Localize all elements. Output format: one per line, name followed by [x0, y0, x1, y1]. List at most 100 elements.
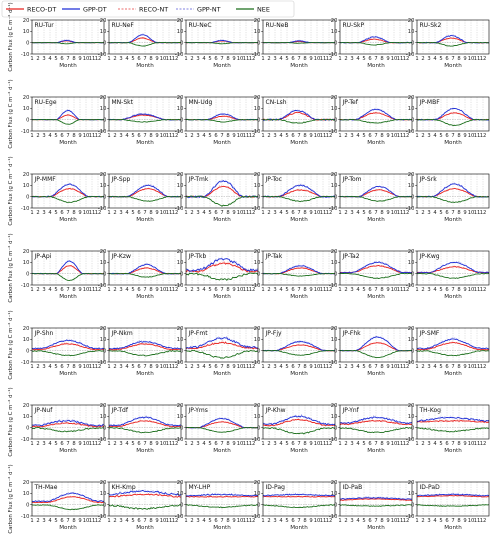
x-tick-label: 12 — [480, 210, 487, 216]
x-tick-label: 10 — [160, 210, 167, 216]
x-tick-label: 1 — [184, 210, 187, 216]
x-tick-label: 1 — [184, 287, 187, 293]
x-tick-label: 5 — [285, 210, 288, 216]
y-tick-label: 10 — [331, 183, 338, 189]
x-axis-label: Month — [444, 448, 462, 454]
x-tick-label: 12 — [326, 56, 333, 62]
y-tick-label: 0 — [411, 40, 414, 46]
series-gpp-dt — [108, 489, 182, 496]
x-tick-label: 5 — [54, 133, 57, 139]
x-tick-label: 5 — [54, 364, 57, 370]
x-tick-label: 1 — [261, 210, 264, 216]
y-tick-label: 10 — [254, 337, 261, 343]
x-tick-label: 6 — [60, 210, 63, 216]
x-tick-label: 11 — [397, 133, 404, 139]
x-tick-label: 6 — [137, 133, 140, 139]
series-reco-dt — [185, 495, 259, 498]
x-tick-label: 8 — [380, 364, 383, 370]
y-tick-label: 0 — [257, 348, 260, 354]
x-tick-label: 3 — [42, 210, 45, 216]
x-tick-label: 3 — [350, 133, 353, 139]
x-tick-label: 9 — [78, 364, 81, 370]
x-tick-label: 8 — [380, 441, 383, 447]
x-tick-label: 11 — [243, 441, 250, 447]
y-tick-label: 20 — [408, 172, 415, 178]
x-tick-label: 9 — [309, 518, 312, 524]
x-tick-label: 11 — [320, 364, 327, 370]
x-tick-label: 8 — [149, 210, 152, 216]
x-tick-label: 5 — [285, 133, 288, 139]
x-tick-label: 2 — [113, 287, 116, 293]
panel-frame — [416, 250, 490, 286]
x-tick-label: 11 — [243, 364, 250, 370]
series-nee — [416, 427, 490, 433]
x-tick-label: 4 — [125, 441, 129, 447]
x-tick-label: 3 — [42, 441, 45, 447]
y-tick-label: 10 — [408, 260, 415, 266]
x-axis-label: Month — [444, 140, 462, 146]
x-axis-label: Month — [213, 448, 231, 454]
x-tick-label: 3 — [196, 133, 199, 139]
x-tick-label: 2 — [190, 210, 193, 216]
x-tick-label: 5 — [362, 133, 365, 139]
series-nee — [31, 42, 104, 45]
series-nee — [262, 195, 336, 203]
site-label: JP-Shn — [34, 330, 54, 337]
y-tick-label: 20 — [100, 480, 107, 486]
x-tick-label: 5 — [208, 287, 211, 293]
x-tick-label: 12 — [172, 133, 179, 139]
x-tick-label: 8 — [303, 441, 306, 447]
x-tick-label: 9 — [78, 133, 81, 139]
x-tick-label: 3 — [119, 210, 122, 216]
x-tick-label: 9 — [463, 441, 466, 447]
y-tick-label: -10 — [175, 283, 183, 289]
x-tick-label: 3 — [196, 518, 199, 524]
y-axis-label: Carbon Flux (g C m⁻² d⁻¹) — [7, 464, 14, 533]
x-tick-label: 10 — [314, 518, 321, 524]
x-tick-label: 5 — [439, 210, 442, 216]
y-tick-label: 0 — [334, 40, 337, 46]
series-reco-dt — [416, 494, 490, 498]
y-tick-label: 0 — [26, 271, 29, 277]
x-tick-label: 11 — [397, 287, 404, 293]
x-tick-label: 6 — [291, 133, 294, 139]
y-tick-label: 20 — [254, 18, 261, 24]
site-label: JP-Tkb — [188, 253, 207, 260]
y-tick-label: 0 — [26, 502, 29, 508]
x-tick-label: 9 — [232, 518, 235, 524]
y-tick-label: 20 — [254, 249, 261, 255]
x-tick-label: 2 — [421, 133, 424, 139]
y-tick-label: 10 — [100, 491, 107, 497]
y-tick-label: -10 — [252, 129, 260, 135]
x-tick-label: 10 — [237, 210, 244, 216]
y-tick-label: -10 — [406, 52, 414, 58]
x-tick-label: 8 — [226, 133, 229, 139]
x-tick-label: 10 — [468, 287, 475, 293]
y-tick-label: -10 — [98, 52, 106, 58]
x-tick-label: 2 — [36, 133, 39, 139]
x-tick-label: 11 — [474, 210, 481, 216]
x-tick-label: 1 — [107, 441, 110, 447]
x-tick-label: 12 — [326, 518, 333, 524]
panel-frame — [339, 327, 413, 363]
y-tick-label: 20 — [177, 172, 184, 178]
x-tick-label: 3 — [273, 518, 276, 524]
x-axis-label: Month — [367, 448, 385, 454]
x-tick-label: 10 — [237, 133, 244, 139]
panel-frame — [108, 481, 182, 517]
panel-frame — [416, 173, 490, 209]
x-tick-label: 9 — [386, 210, 389, 216]
site-label: MN-Skt — [112, 99, 134, 106]
y-tick-label: 10 — [254, 260, 261, 266]
site-label: JP-SMF — [419, 330, 440, 337]
x-tick-label: 6 — [368, 518, 371, 524]
x-tick-label: 9 — [155, 441, 158, 447]
x-tick-label: 2 — [267, 133, 270, 139]
x-tick-label: 8 — [380, 56, 383, 62]
y-tick-label: 20 — [331, 480, 338, 486]
x-tick-label: 2 — [267, 518, 270, 524]
y-tick-label: -10 — [252, 437, 260, 443]
y-axis-label: Carbon Flux (g C m⁻² d⁻¹) — [7, 156, 14, 225]
x-tick-label: 7 — [451, 518, 454, 524]
x-axis-label: Month — [290, 140, 308, 146]
